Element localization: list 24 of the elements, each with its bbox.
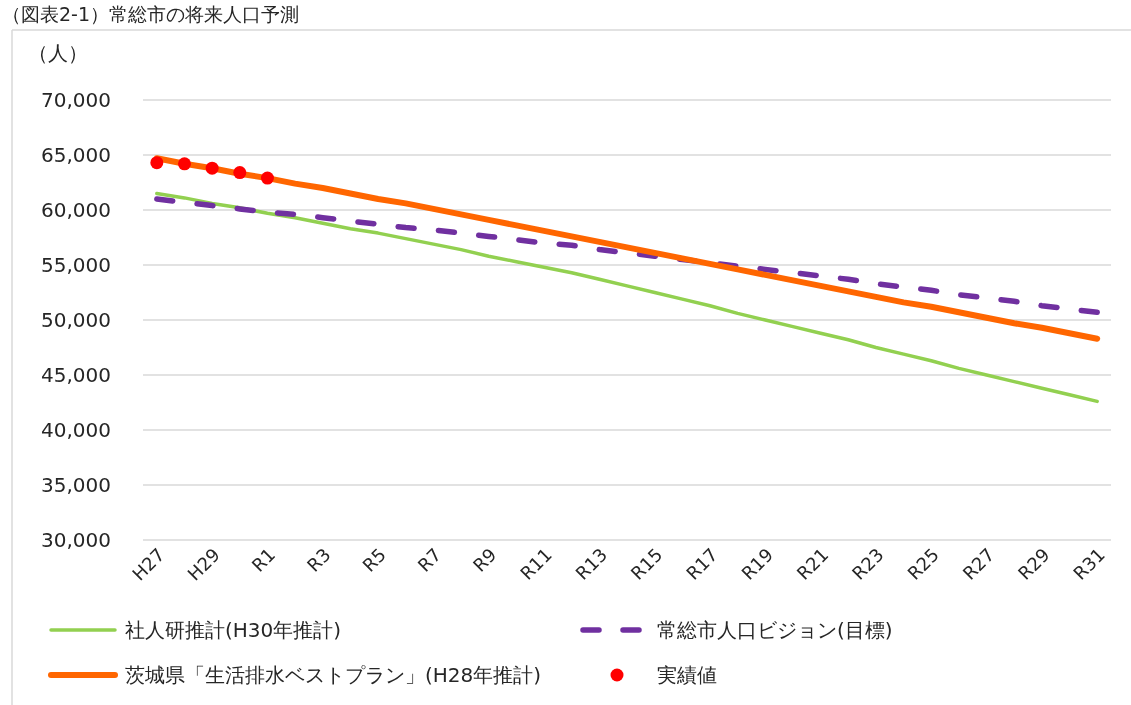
- y-tick-label: 45,000: [41, 363, 111, 387]
- chart-title: （図表2-1）常総市の将来人口予測: [2, 3, 300, 25]
- y-tick-label: 55,000: [41, 253, 111, 277]
- y-tick-label: 40,000: [41, 418, 111, 442]
- x-tick-label: R5: [358, 543, 390, 576]
- y-tick-label: 70,000: [41, 88, 111, 112]
- x-tick-label: R9: [468, 543, 501, 576]
- x-tick-label: R1: [247, 543, 280, 576]
- y-tick-label: 65,000: [41, 143, 111, 167]
- x-tick-label: R31: [1069, 543, 1109, 584]
- legend-label: 実績値: [657, 663, 717, 687]
- y-tick-label: 50,000: [41, 308, 111, 332]
- x-tick-label: R11: [515, 543, 556, 584]
- y-axis-title: （人）: [28, 41, 88, 65]
- x-tick-label: R7: [413, 543, 446, 576]
- legend-label: 茨城県「生活排水ベストプラン」(H28年推計): [125, 663, 542, 687]
- x-tick-label: R3: [302, 543, 335, 576]
- x-tick-label: R21: [792, 543, 833, 584]
- y-tick-label: 30,000: [41, 528, 111, 552]
- y-tick-label: 35,000: [41, 473, 111, 497]
- y-tick-label: 60,000: [41, 198, 111, 222]
- legend-label: 常総市人口ビジョン(目標): [657, 618, 893, 642]
- line-series: [155, 191, 1099, 404]
- legend-label: 社人研推計(H30年推計): [125, 618, 342, 642]
